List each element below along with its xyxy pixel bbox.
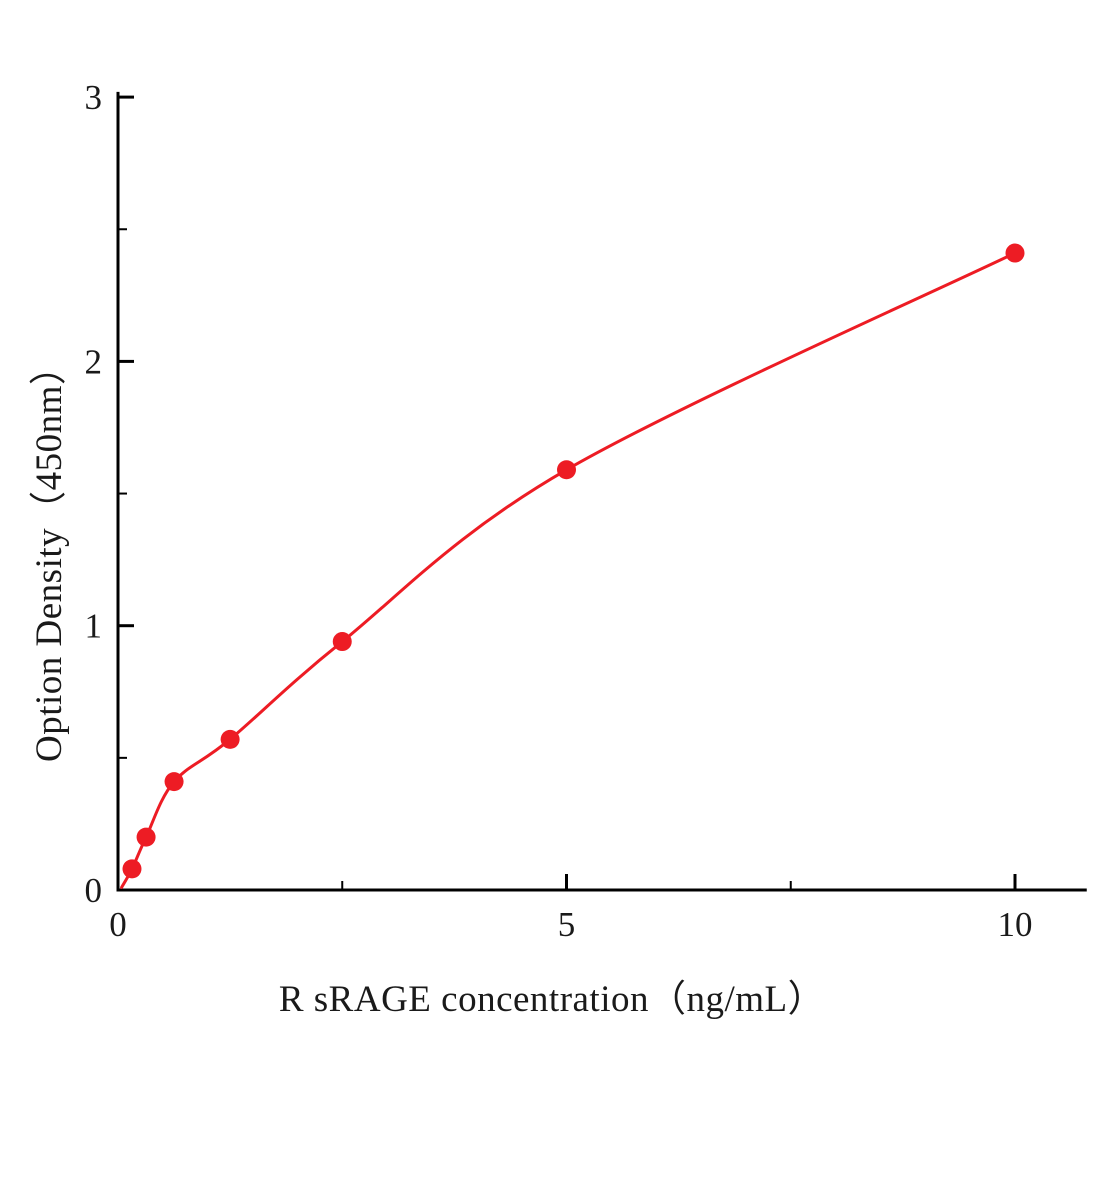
- data-point: [164, 772, 184, 792]
- x-tick-label: 10: [998, 905, 1033, 944]
- data-point: [1005, 243, 1025, 263]
- x-tick-label: 0: [109, 905, 127, 944]
- y-tick-label: 0: [85, 871, 103, 910]
- data-point: [122, 859, 142, 879]
- y-axis-title: Option Density（450nm）: [29, 347, 70, 762]
- data-point: [220, 729, 240, 749]
- data-point: [557, 460, 576, 480]
- data-point: [332, 632, 352, 652]
- x-tick-label: 5: [558, 905, 576, 944]
- data-point: [136, 827, 156, 847]
- y-tick-label: 3: [85, 78, 103, 117]
- y-tick-label: 2: [85, 342, 103, 381]
- fit-curve: [120, 251, 1017, 889]
- y-tick-label: 1: [85, 607, 103, 646]
- x-axis-title: R sRAGE concentration（ng/mL）: [278, 979, 826, 1020]
